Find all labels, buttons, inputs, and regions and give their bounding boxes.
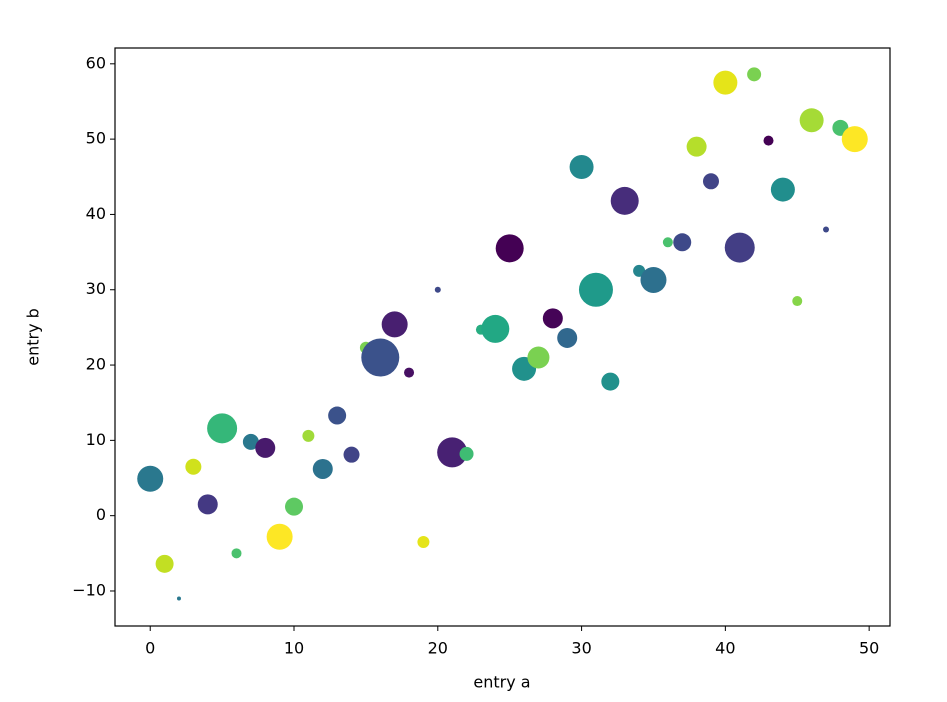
point [747,67,762,82]
point [231,548,242,559]
point [481,314,510,343]
point [724,232,755,263]
x-tick-label: 30 [571,639,591,658]
point [770,177,795,202]
point [610,186,639,215]
point [197,494,218,515]
point [823,226,830,233]
point [328,406,347,425]
point [686,136,707,157]
x-tick-label: 0 [145,639,155,658]
y-tick-label: 50 [86,129,106,148]
x-axis-label: entry a [473,673,530,692]
y-axis-label: entry b [24,308,43,366]
point [404,367,415,378]
point [266,523,293,550]
point [799,108,824,133]
point [495,234,524,263]
point [569,154,594,179]
y-tick-label: 60 [86,53,106,72]
y-tick-label: 40 [86,204,106,223]
point [434,286,441,293]
y-tick-label: 20 [86,355,106,374]
point [417,536,430,549]
y-tick-label: 10 [86,430,106,449]
point [437,437,468,468]
point [713,70,738,95]
point [361,338,400,377]
y-tick-label: 0 [96,505,106,524]
point [542,308,563,329]
point [302,429,315,442]
point [137,465,164,492]
y-tick-label: −10 [72,580,106,599]
x-tick-label: 50 [859,639,879,658]
point [155,554,174,573]
plot-frame [114,47,891,627]
point [176,596,181,601]
point [662,237,673,248]
point [242,433,259,450]
point [792,296,803,307]
point [459,446,474,461]
point [578,272,613,307]
point [285,497,304,516]
x-tick-label: 40 [715,639,735,658]
point [841,126,868,153]
point [640,266,667,293]
point [601,372,620,391]
point [207,413,238,444]
point [255,437,276,458]
point [673,233,692,252]
point [312,458,333,479]
point [343,446,360,463]
point [557,327,578,348]
x-tick-label: 10 [284,639,304,658]
x-tick-label: 20 [428,639,448,658]
y-tick-label: 30 [86,279,106,298]
point [381,311,408,338]
point [527,346,550,369]
point [763,135,774,146]
point [185,458,202,475]
point [702,173,719,190]
